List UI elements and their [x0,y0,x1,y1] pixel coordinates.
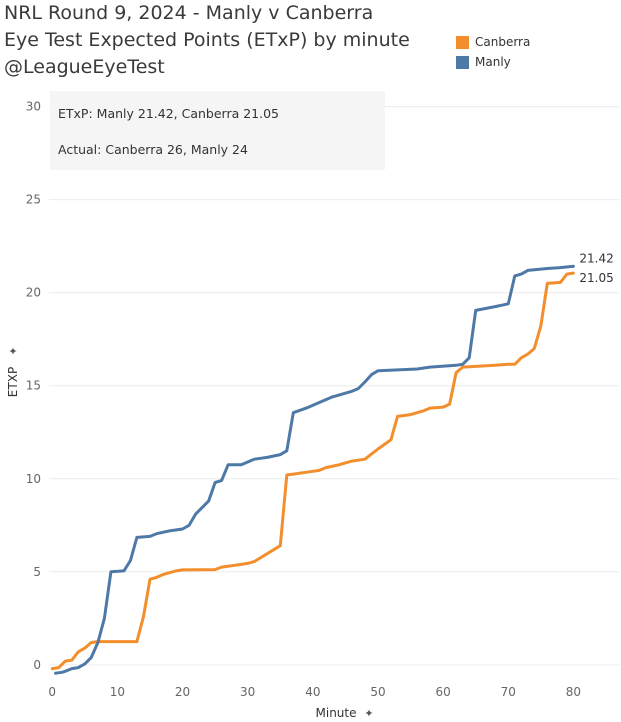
legend: Canberra Manly [456,32,530,72]
series-line-canberra[interactable] [50,271,575,671]
x-tick-label: 40 [305,685,320,699]
y-tick-label: 10 [26,472,41,486]
legend-label-manly: Manly [475,55,511,69]
x-tick-label: 30 [240,685,255,699]
x-axis-label: Minute [316,706,357,720]
x-tick-label: 10 [110,685,125,699]
x-axis-title[interactable]: Minute ✦ [316,706,374,720]
y-tick-label: 30 [26,100,41,114]
gridlines [49,106,619,666]
series-lines [50,264,575,675]
x-axis-ticks: 0 10 20 30 40 50 60 70 80 [48,685,581,699]
y-tick-label: 5 [33,565,41,579]
x-tick-label: 20 [175,685,190,699]
annotation-box [50,91,385,170]
y-tick-label: 15 [26,379,41,393]
y-axis-label: ETXP [6,367,20,397]
title-line-2: Eye Test Expected Points (ETxP) by minut… [4,29,410,51]
pin-icon: ✦ [7,346,20,355]
legend-swatch-manly [456,55,469,69]
y-tick-label: 20 [26,286,41,300]
chart-title: NRL Round 9, 2024 - Manly v Canberra Eye… [4,0,434,81]
end-labels: 21.05 21.42 [579,251,613,285]
annotation-line-2: Actual: Canberra 26, Manly 24 [58,142,248,157]
x-tick-label: 0 [48,685,56,699]
legend-item-manly[interactable]: Manly [456,52,530,72]
x-tick-label: 70 [501,685,516,699]
end-label-canberra: 21.05 [579,271,613,285]
y-axis-title[interactable]: ETXP ✦ [6,346,20,397]
y-tick-label: 25 [26,193,41,207]
y-tick-label: 0 [33,658,41,672]
y-axis-ticks: 0 5 10 15 20 25 30 [26,100,41,672]
x-tick-label: 60 [435,685,450,699]
legend-swatch-canberra [456,35,469,49]
series-line-manly[interactable] [54,264,575,675]
x-tick-label: 80 [566,685,581,699]
title-line-1: NRL Round 9, 2024 - Manly v Canberra [4,2,374,24]
pin-icon: ✦ [364,707,373,720]
legend-item-canberra[interactable]: Canberra [456,32,530,52]
legend-label-canberra: Canberra [475,35,531,49]
end-label-manly: 21.42 [579,251,613,265]
title-line-3: @LeagueEyeTest [4,56,165,78]
x-tick-label: 50 [370,685,385,699]
annotation-line-1: ETxP: Manly 21.42, Canberra 21.05 [58,106,279,121]
